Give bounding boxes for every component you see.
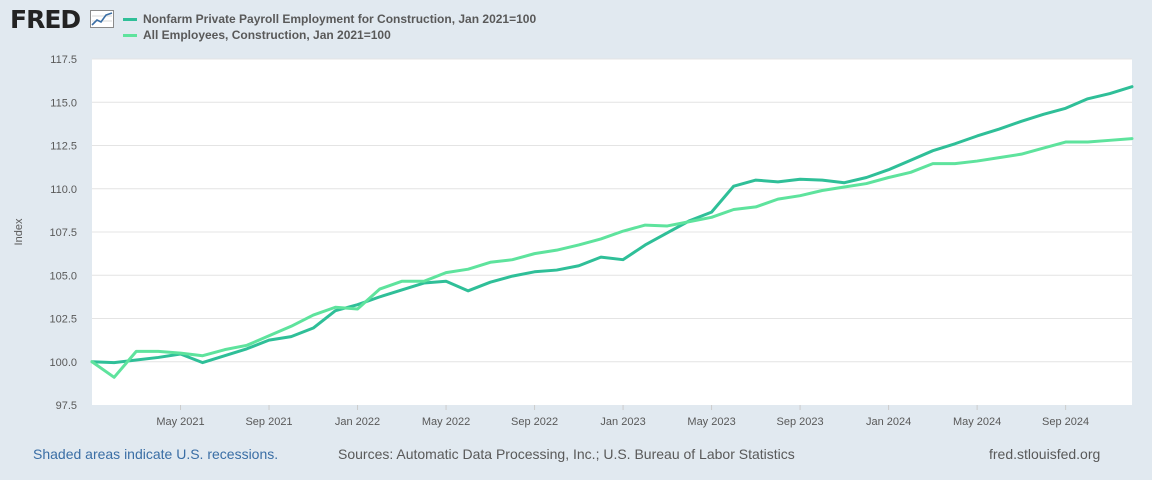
chart-header: FRED Nonfarm Private Payroll Employment … — [0, 0, 1152, 48]
chart-footer: Shaded areas indicate U.S. recessions. S… — [0, 444, 1152, 468]
x-tick-label: Jan 2024 — [866, 416, 911, 428]
legend-item-series-2[interactable]: All Employees, Construction, Jan 2021=10… — [123, 27, 391, 43]
y-axis-ticks: 97.5 100.0 102.5 105.0 107.5 110.0 112.5 115.0 1… — [49, 54, 77, 412]
legend-swatch-series-2 — [123, 33, 137, 37]
x-tick-label: May 2021 — [156, 416, 204, 428]
chart-trend-icon — [90, 10, 114, 28]
x-tick-label: Sep 2023 — [777, 416, 824, 428]
y-tick-label: 105.0 — [49, 270, 77, 282]
line-chart[interactable]: 97.5 100.0 102.5 105.0 107.5 110.0 112.5 115.0 1… — [0, 0, 1152, 440]
x-tick-label: Jan 2023 — [600, 416, 645, 428]
y-tick-label: 112.5 — [50, 141, 77, 153]
y-tick-label: 100.0 — [49, 357, 77, 369]
recession-note-link[interactable]: Shaded areas indicate U.S. recessions. — [33, 446, 279, 462]
x-tick-label: May 2023 — [687, 416, 735, 428]
x-tick-label: Sep 2022 — [511, 416, 558, 428]
x-tick-label: Sep 2021 — [245, 416, 292, 428]
y-tick-label: 117.5 — [50, 54, 77, 66]
legend-label-series-2: All Employees, Construction, Jan 2021=10… — [143, 28, 391, 42]
legend-item-series-1[interactable]: Nonfarm Private Payroll Employment for C… — [123, 11, 536, 27]
y-tick-label: 115.0 — [50, 97, 77, 109]
x-tick-label: May 2022 — [422, 416, 470, 428]
legend-label-series-1: Nonfarm Private Payroll Employment for C… — [143, 12, 537, 26]
series-lines — [90, 85, 1134, 379]
y-tick-label: 102.5 — [49, 314, 77, 326]
legend-swatch-series-1 — [123, 17, 137, 21]
x-tick-label: Jan 2022 — [335, 416, 380, 428]
sources-text: Sources: Automatic Data Processing, Inc.… — [338, 446, 795, 462]
series-line-2[interactable] — [90, 137, 1134, 379]
y-axis-label: Index — [13, 218, 25, 245]
series-line-1[interactable] — [90, 85, 1134, 365]
x-axis-ticks: May 2021 Sep 2021 Jan 2022 May 2022 Sep 2022… — [156, 405, 1089, 428]
y-tick-label: 107.5 — [49, 227, 77, 239]
y-tick-label: 110.0 — [50, 184, 77, 196]
x-tick-label: May 2024 — [953, 416, 1001, 428]
gridlines — [92, 58, 1132, 363]
x-tick-label: Sep 2024 — [1042, 416, 1089, 428]
y-tick-label: 97.5 — [56, 400, 77, 412]
fred-logo[interactable]: FRED — [10, 5, 81, 34]
site-url[interactable]: fred.stlouisfed.org — [989, 446, 1101, 462]
